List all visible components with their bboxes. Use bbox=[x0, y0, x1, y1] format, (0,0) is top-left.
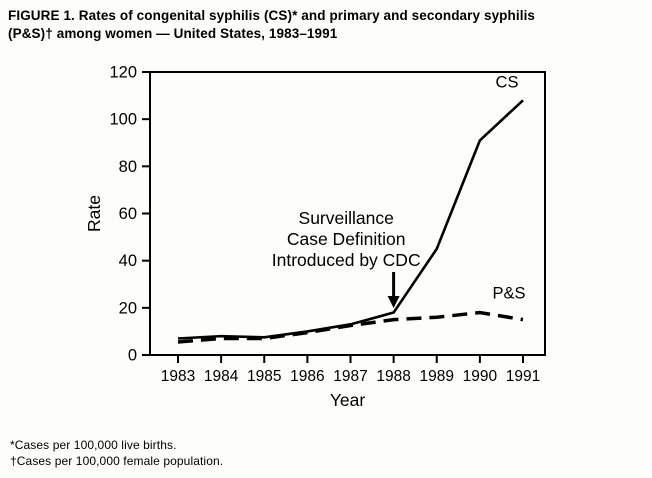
figure-title-line1: FIGURE 1. Rates of congenital syphilis (… bbox=[8, 8, 536, 23]
x-tick-label: 1988 bbox=[376, 368, 410, 385]
annotation-line: Introduced by CDC bbox=[272, 250, 421, 270]
x-tick-label: 1986 bbox=[290, 368, 324, 385]
figure-title: FIGURE 1. Rates of congenital syphilis (… bbox=[8, 7, 644, 42]
footnote-live-births: *Cases per 100,000 live births. bbox=[10, 438, 177, 452]
annotation-line: Case Definition bbox=[287, 229, 406, 249]
footnote-female-population: †Cases per 100,000 female population. bbox=[10, 454, 224, 469]
x-axis: 1983 1984 1985 1986 1987 1988 1989 1990 1991 bbox=[161, 355, 540, 385]
annotation-arrowhead-icon bbox=[387, 296, 400, 308]
figure-footnotes: *Cases per 100,000 live births. †Cases p… bbox=[10, 437, 223, 469]
figure-title-line2: (P&S)† among women — United States, 1983… bbox=[8, 25, 338, 41]
y-tick-label: 0 bbox=[128, 347, 137, 365]
series-label-ps: P&S bbox=[492, 285, 525, 303]
series-label-cs: CS bbox=[496, 73, 519, 91]
x-tick-label: 1987 bbox=[333, 368, 367, 385]
annotation-line: Surveillance bbox=[299, 208, 394, 228]
x-axis-title: Year bbox=[330, 390, 366, 410]
x-tick-label: 1990 bbox=[463, 368, 498, 385]
y-tick-label: 80 bbox=[119, 158, 137, 176]
y-tick-label: 120 bbox=[109, 64, 137, 82]
y-axis: 0 20 40 60 80 100 120 bbox=[109, 64, 150, 365]
x-tick-label: 1989 bbox=[420, 368, 454, 385]
y-tick-label: 20 bbox=[119, 299, 137, 317]
x-tick-label: 1983 bbox=[161, 368, 195, 385]
series-line-dashed bbox=[177, 310, 524, 344]
y-tick-label: 60 bbox=[119, 205, 137, 223]
y-axis-title: Rate bbox=[84, 195, 104, 232]
y-tick-label: 40 bbox=[119, 252, 137, 270]
x-tick-label: 1985 bbox=[247, 368, 281, 385]
x-tick-label: 1984 bbox=[204, 368, 239, 385]
x-tick-label: 1991 bbox=[506, 368, 540, 385]
y-tick-label: 100 bbox=[109, 111, 137, 129]
